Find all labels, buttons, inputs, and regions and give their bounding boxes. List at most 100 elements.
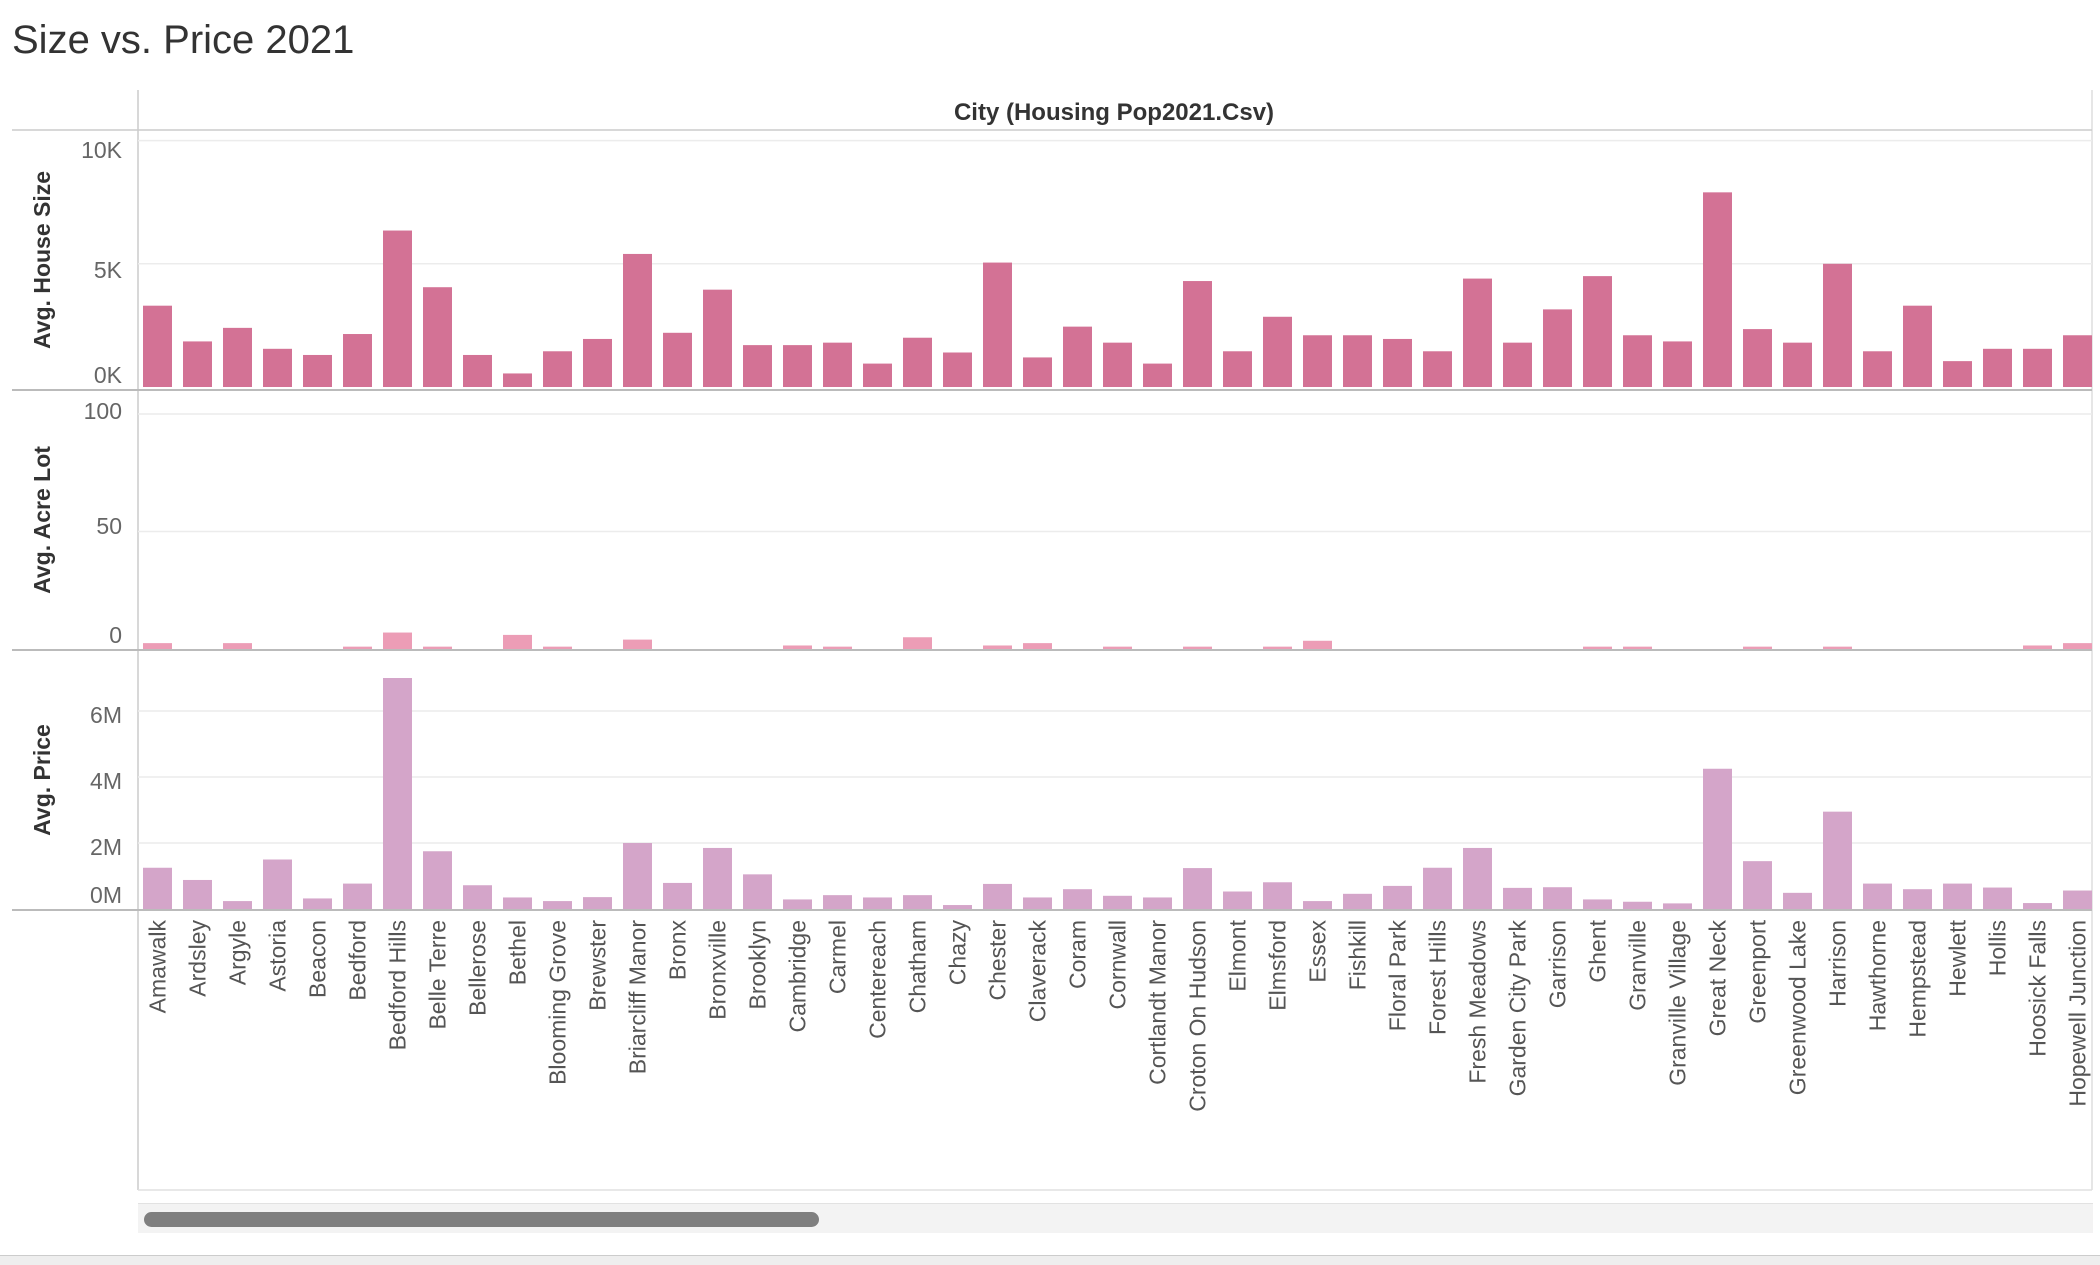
bar [1303,901,1332,909]
bar [1743,861,1772,909]
bar [703,289,732,387]
bar [1783,892,1812,909]
bar [143,643,172,649]
bar [1623,646,1652,649]
x-tick-label: Hewlett [1945,919,1971,996]
axes: 10K 5K 0K Avg. House Size 100 50 0 Avg. Acre Lo… [29,137,123,908]
bar [503,634,532,649]
bar [223,643,252,649]
y-tick-label: 4M [90,768,122,794]
bar [743,345,772,387]
bar [1303,335,1332,387]
bar [503,897,532,909]
bar [823,646,852,649]
x-tick-label: Garrison [1545,920,1571,1008]
bar [2063,890,2092,909]
bar [543,901,572,909]
bar [303,898,332,909]
bar [823,895,852,909]
bar [383,632,412,649]
x-tick-label: Garden City Park [1505,920,1531,1097]
bar [463,354,492,387]
bar [1103,342,1132,387]
bar [823,342,852,387]
bar [2023,903,2052,909]
bar [1343,893,1372,909]
bar [623,639,652,649]
bar [1983,887,2012,909]
x-tick-label: Elmont [1225,919,1251,991]
x-tick-label: Bethel [505,920,531,985]
y-axis-title: Avg. Acre Lot [29,446,55,594]
x-tick-label: Brooklyn [745,920,771,1009]
bar [1863,883,1892,909]
bar [1303,640,1332,649]
bar [183,879,212,909]
chart-frame [12,90,2093,1191]
bar [143,867,172,909]
x-tick-label: Bedford Hills [385,920,411,1050]
bar [1543,309,1572,387]
scrollbar-thumb[interactable] [144,1212,819,1227]
bars [143,192,2092,909]
bar [1583,899,1612,909]
bar [1983,348,2012,387]
bar [1783,342,1812,387]
bar [743,874,772,909]
x-tick-label: Belle Terre [425,920,451,1030]
bar [1023,643,1052,649]
bar [2063,335,2092,387]
bar [1263,316,1292,387]
bar [1583,646,1612,649]
bar [423,646,452,649]
x-tick-label: Beacon [305,920,331,998]
bar [783,345,812,387]
bar [543,351,572,387]
bar [903,895,932,909]
x-tick-label: Bronx [665,920,691,981]
bar [1263,646,1292,649]
x-tick-label: Carmel [825,920,851,994]
y-tick-label: 10K [81,137,123,163]
bar [663,882,692,909]
bar [343,883,372,909]
bar [1623,335,1652,387]
bar [1503,887,1532,909]
bar [1943,361,1972,387]
x-tick-label: Hoosick Falls [2025,920,2051,1057]
x-tick-label: Brewster [585,920,611,1011]
bar [143,305,172,387]
bar [2023,645,2052,649]
bar [903,337,932,387]
x-tick-label: Croton On Hudson [1185,920,1211,1112]
bar [1663,903,1692,909]
bar [703,847,732,909]
bar [1183,646,1212,649]
x-tick-label: Floral Park [1385,920,1411,1032]
bar [983,883,1012,909]
x-tick-label: Hollis [1985,920,2011,976]
x-tick-label: Chazy [945,920,971,986]
y-tick-label: 5K [94,257,123,283]
x-tick-label: Hempstead [1905,920,1931,1038]
bar [623,253,652,387]
x-tick-label: Fishkill [1345,920,1371,990]
x-tick-label: Cortlandt Manor [1145,920,1171,1085]
bar [583,897,612,909]
bar [1263,882,1292,909]
bar [1063,889,1092,909]
bar [423,287,452,387]
bar [223,901,252,909]
bar [1383,338,1412,387]
y-axis-title: Avg. Price [29,724,55,836]
y-tick-label: 100 [84,398,122,424]
bar [783,645,812,649]
bar [1863,351,1892,387]
x-tick-label: Ghent [1585,919,1611,982]
column-header: City (Housing Pop2021.Csv) [954,99,1274,126]
horizontal-scrollbar[interactable] [138,1203,2093,1233]
bar [663,332,692,387]
bar [183,341,212,387]
bar [943,905,972,909]
